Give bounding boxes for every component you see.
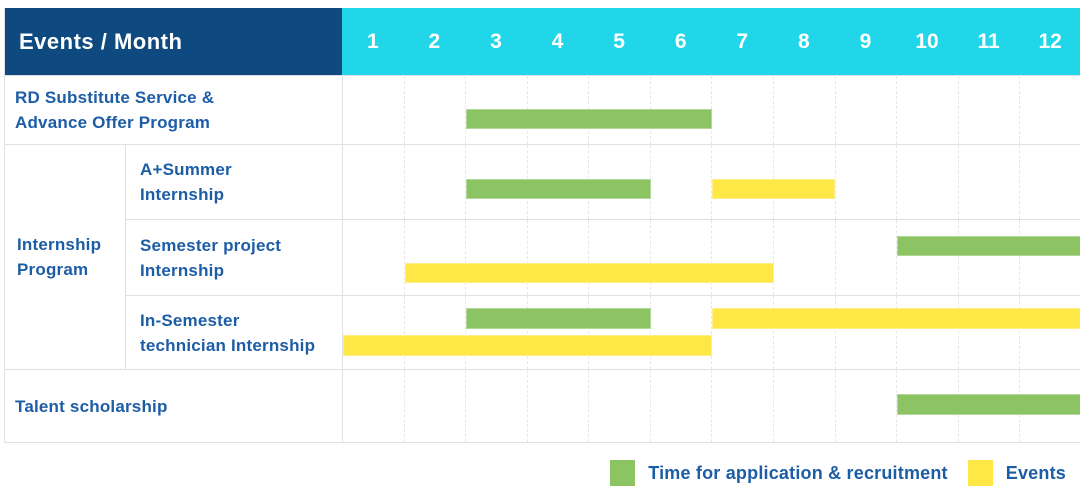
month-label: 7 <box>736 29 749 53</box>
gantt-bar-events <box>712 179 835 199</box>
row-label-line: Semester project <box>140 235 282 255</box>
events-month-header-label: Events / Month <box>19 28 183 54</box>
group-label-internship-program: Internship Program <box>5 144 125 369</box>
chart-row-in-semester-technician <box>342 295 1080 369</box>
gantt-table: Events / Month 1 2 3 4 5 6 7 8 9 10 11 1… <box>4 8 1080 443</box>
row-label-line: A+Summer <box>140 160 232 179</box>
gantt-bar-recruitment <box>896 236 1080 256</box>
legend: Time for application & recruitment Event… <box>610 458 1066 488</box>
month-label: 1 <box>366 29 379 53</box>
legend-item-events: Events <box>967 460 1066 486</box>
yellow-swatch-icon <box>967 460 993 486</box>
month-label: 10 <box>915 29 939 53</box>
month-label: 6 <box>674 29 687 53</box>
row-label-line: technician Internship <box>140 335 316 355</box>
gantt-bar-events <box>343 335 712 356</box>
table-header-title-cell: Events / Month <box>5 8 342 75</box>
gantt-bar-recruitment <box>466 308 651 329</box>
month-label: 8 <box>797 29 810 53</box>
month-label: 11 <box>977 29 1000 53</box>
group-label-line: Internship <box>17 235 102 254</box>
row-label-a-plus-summer: A+Summer Internship <box>125 144 342 219</box>
row-label-in-semester-technician: In-Semester technician Internship <box>125 295 342 369</box>
month-header-row: 1 2 3 4 5 6 7 8 9 10 11 12 <box>342 8 1080 75</box>
legend-label-events: Events <box>1005 462 1066 483</box>
row-label-line: Internship <box>140 185 225 204</box>
gantt-bar-events <box>404 263 774 283</box>
row-label-rd-substitute: RD Substitute Service & Advance Offer Pr… <box>5 75 342 144</box>
chart-row-talent-scholarship <box>342 369 1080 442</box>
chart-row-semester-project <box>342 219 1080 295</box>
row-label-semester-project: Semester project Internship <box>125 219 342 295</box>
month-label: 9 <box>859 29 872 53</box>
chart-row-a-plus-summer <box>342 144 1080 219</box>
row-label-line: Advance Offer Program <box>15 113 211 132</box>
chart-row-rd-substitute <box>342 75 1080 144</box>
month-label: 5 <box>613 29 625 53</box>
group-label-line: Program <box>17 260 89 279</box>
legend-item-recruitment: Time for application & recruitment <box>610 460 948 486</box>
row-label-talent-scholarship: Talent scholarship <box>5 369 342 442</box>
row-label-line: RD Substitute Service & <box>15 88 215 107</box>
row-label-line: Talent scholarship <box>15 396 168 416</box>
gantt-bar-recruitment <box>896 394 1080 415</box>
row-label-line: In-Semester <box>140 310 240 330</box>
gantt-bar-recruitment <box>466 179 651 199</box>
legend-label-recruitment: Time for application & recruitment <box>648 462 948 483</box>
row-label-line: Internship <box>140 260 225 280</box>
month-gridlines <box>343 220 1080 295</box>
green-swatch-icon <box>610 460 636 486</box>
month-label: 3 <box>490 29 502 53</box>
month-label: 2 <box>428 29 441 53</box>
gantt-bar-events <box>712 308 1080 329</box>
gantt-bar-recruitment <box>466 109 712 129</box>
month-label: 4 <box>551 29 564 53</box>
month-label: 12 <box>1038 29 1062 53</box>
month-gridlines <box>343 296 1080 369</box>
